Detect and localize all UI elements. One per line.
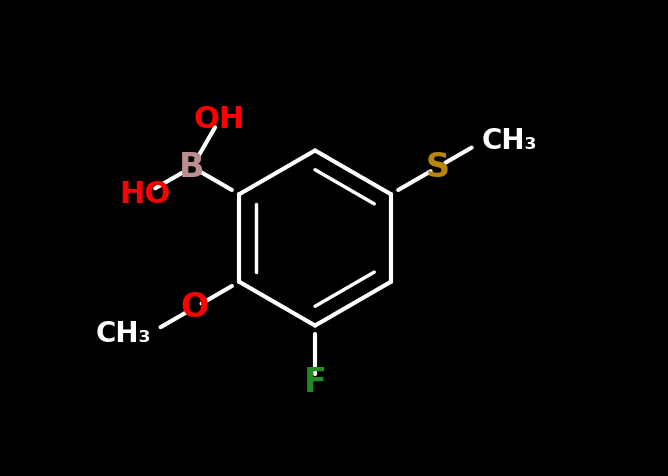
Text: OH: OH [194,105,245,134]
Text: O: O [180,291,208,324]
Text: HO: HO [120,180,170,209]
Text: F: F [304,366,327,399]
Text: S: S [426,150,450,184]
Text: CH₃: CH₃ [96,320,151,348]
Text: B: B [180,150,205,184]
Text: CH₃: CH₃ [482,127,537,155]
